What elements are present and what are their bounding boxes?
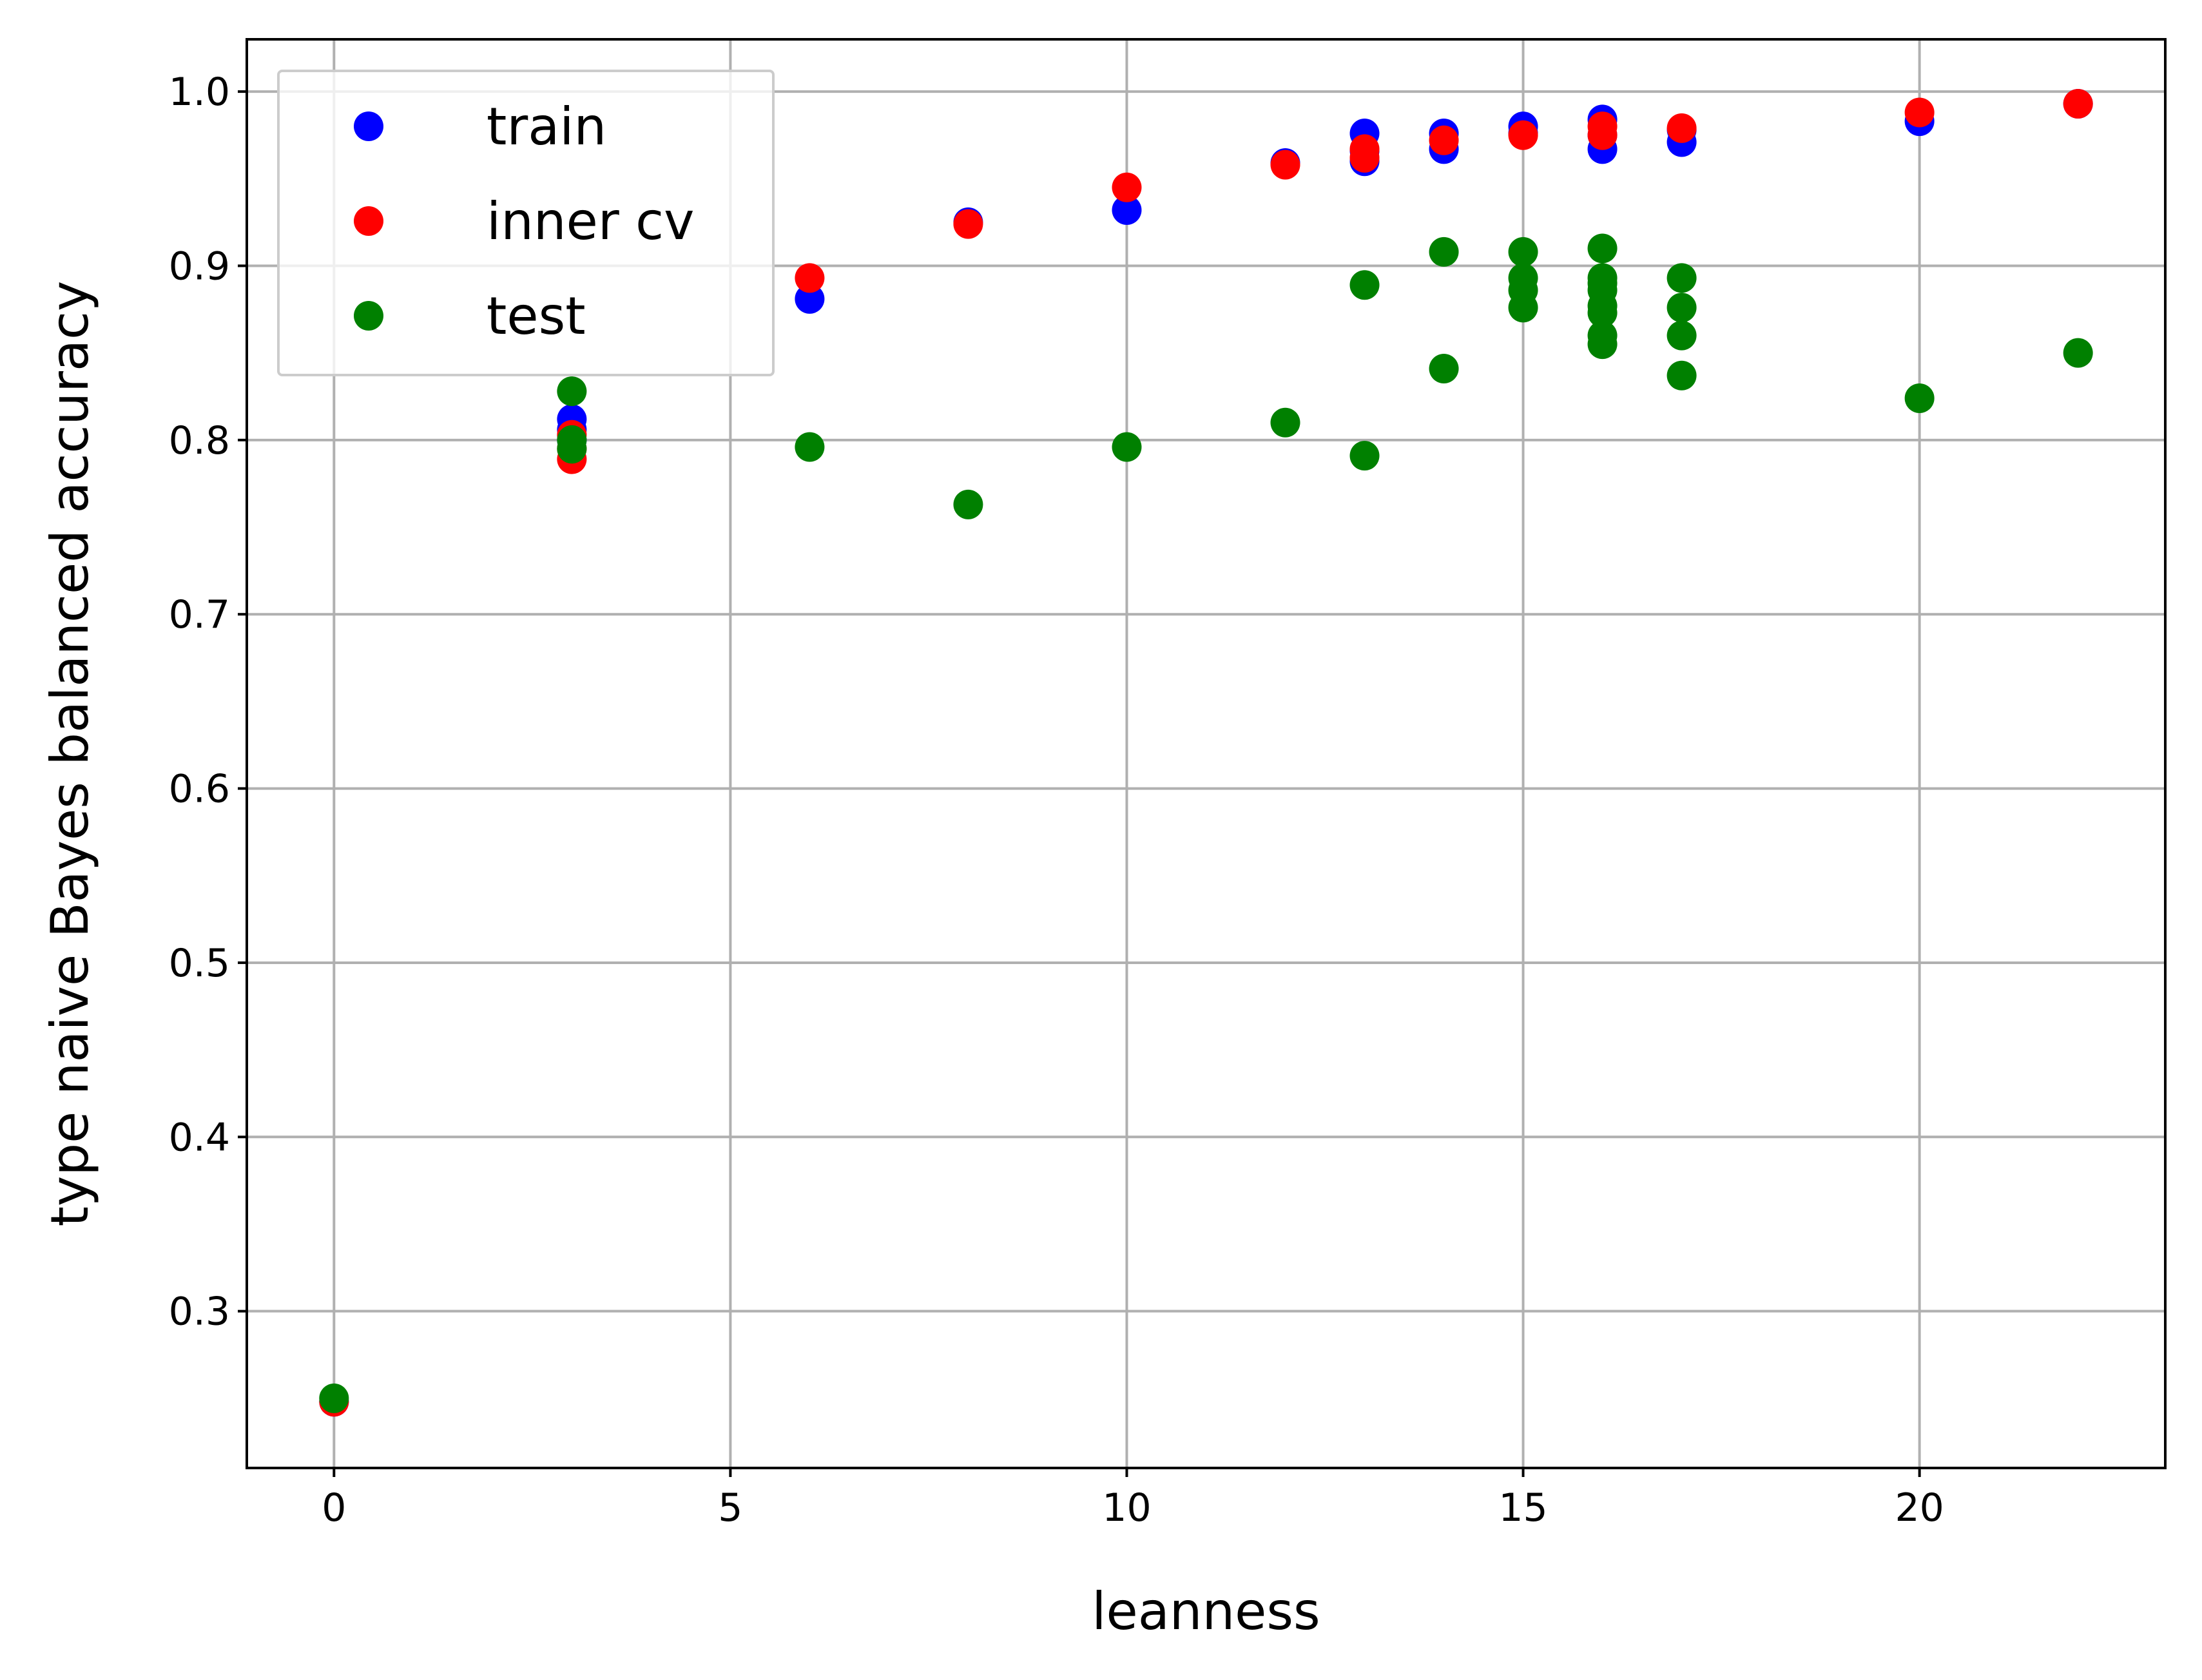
data-point-train (1112, 195, 1142, 225)
y-tick-label: 0.5 (169, 941, 230, 986)
data-point-inner-cv (1112, 172, 1142, 202)
x-axis-label: leanness (1092, 1581, 1320, 1641)
legend-marker (354, 301, 383, 331)
data-point-inner-cv (1349, 142, 1380, 173)
data-point-test (1666, 263, 1697, 293)
y-tick-label: 0.9 (169, 244, 230, 289)
data-point-train (795, 284, 825, 314)
data-point-test (1666, 360, 1697, 391)
legend-marker (354, 111, 383, 141)
data-point-test (557, 376, 587, 407)
data-points (319, 89, 2093, 1417)
data-point-test (1429, 353, 1459, 383)
x-tick-label: 10 (1102, 1485, 1151, 1530)
data-point-test (1270, 407, 1300, 438)
y-tick-label: 0.4 (169, 1115, 230, 1160)
legend-entry: train (354, 97, 606, 157)
data-point-test (795, 432, 825, 462)
data-point-test (1112, 432, 1142, 462)
data-point-inner-cv (795, 263, 825, 293)
legend-box (277, 70, 775, 376)
axis-ticks: 0 5 10 15 20 0.3 0.4 0.5 0.6 0.7 0.8 0.9 1.0 (169, 70, 1944, 1530)
grid-lines (247, 39, 2165, 1468)
data-point-inner-cv (1270, 150, 1300, 180)
plot-frame (246, 38, 2167, 1469)
data-point-test (1666, 320, 1697, 351)
y-tick-label: 1.0 (169, 70, 230, 115)
data-point-test (1587, 233, 1618, 264)
series-test (319, 233, 2093, 1413)
x-tick-label: 5 (718, 1485, 742, 1530)
y-tick-label: 0.8 (169, 418, 230, 463)
legend-entry: test (354, 286, 586, 346)
data-point-test (1587, 298, 1618, 328)
y-tick-label: 0.7 (169, 592, 230, 637)
data-point-test (1349, 270, 1380, 300)
x-tick-label: 15 (1498, 1485, 1547, 1530)
legend-label: inner cv (487, 191, 695, 251)
legend-marker (354, 206, 383, 236)
data-point-inner-cv (1666, 113, 1697, 143)
data-point-inner-cv (1508, 120, 1538, 150)
legend-label: train (487, 97, 606, 157)
data-point-test (1508, 293, 1538, 323)
data-point-inner-cv (1429, 125, 1459, 155)
x-tick-label: 0 (322, 1485, 346, 1530)
x-tick-label: 20 (1895, 1485, 1944, 1530)
data-point-test (1904, 383, 1935, 413)
y-tick-label: 0.6 (169, 767, 230, 812)
data-point-test (1587, 329, 1618, 360)
data-point-inner-cv (2063, 89, 2093, 119)
data-point-test (1508, 237, 1538, 267)
data-point-inner-cv (953, 209, 983, 239)
data-point-inner-cv (1904, 97, 1935, 128)
data-point-test (953, 489, 983, 519)
data-point-test (1666, 293, 1697, 323)
data-point-test (557, 434, 587, 464)
data-point-test (2063, 338, 2093, 368)
legend: train inner cv test (277, 70, 775, 376)
data-point-inner-cv (1587, 120, 1618, 150)
legend-entry: inner cv (354, 191, 695, 251)
y-tick-label: 0.3 (169, 1289, 230, 1335)
y-axis-label: type naive Bayes balanced accuracy (40, 281, 100, 1227)
legend-label: test (487, 286, 586, 346)
data-point-test (1429, 237, 1459, 267)
data-point-test (319, 1383, 349, 1413)
data-point-test (1349, 441, 1380, 471)
data-point-test (1587, 268, 1618, 298)
